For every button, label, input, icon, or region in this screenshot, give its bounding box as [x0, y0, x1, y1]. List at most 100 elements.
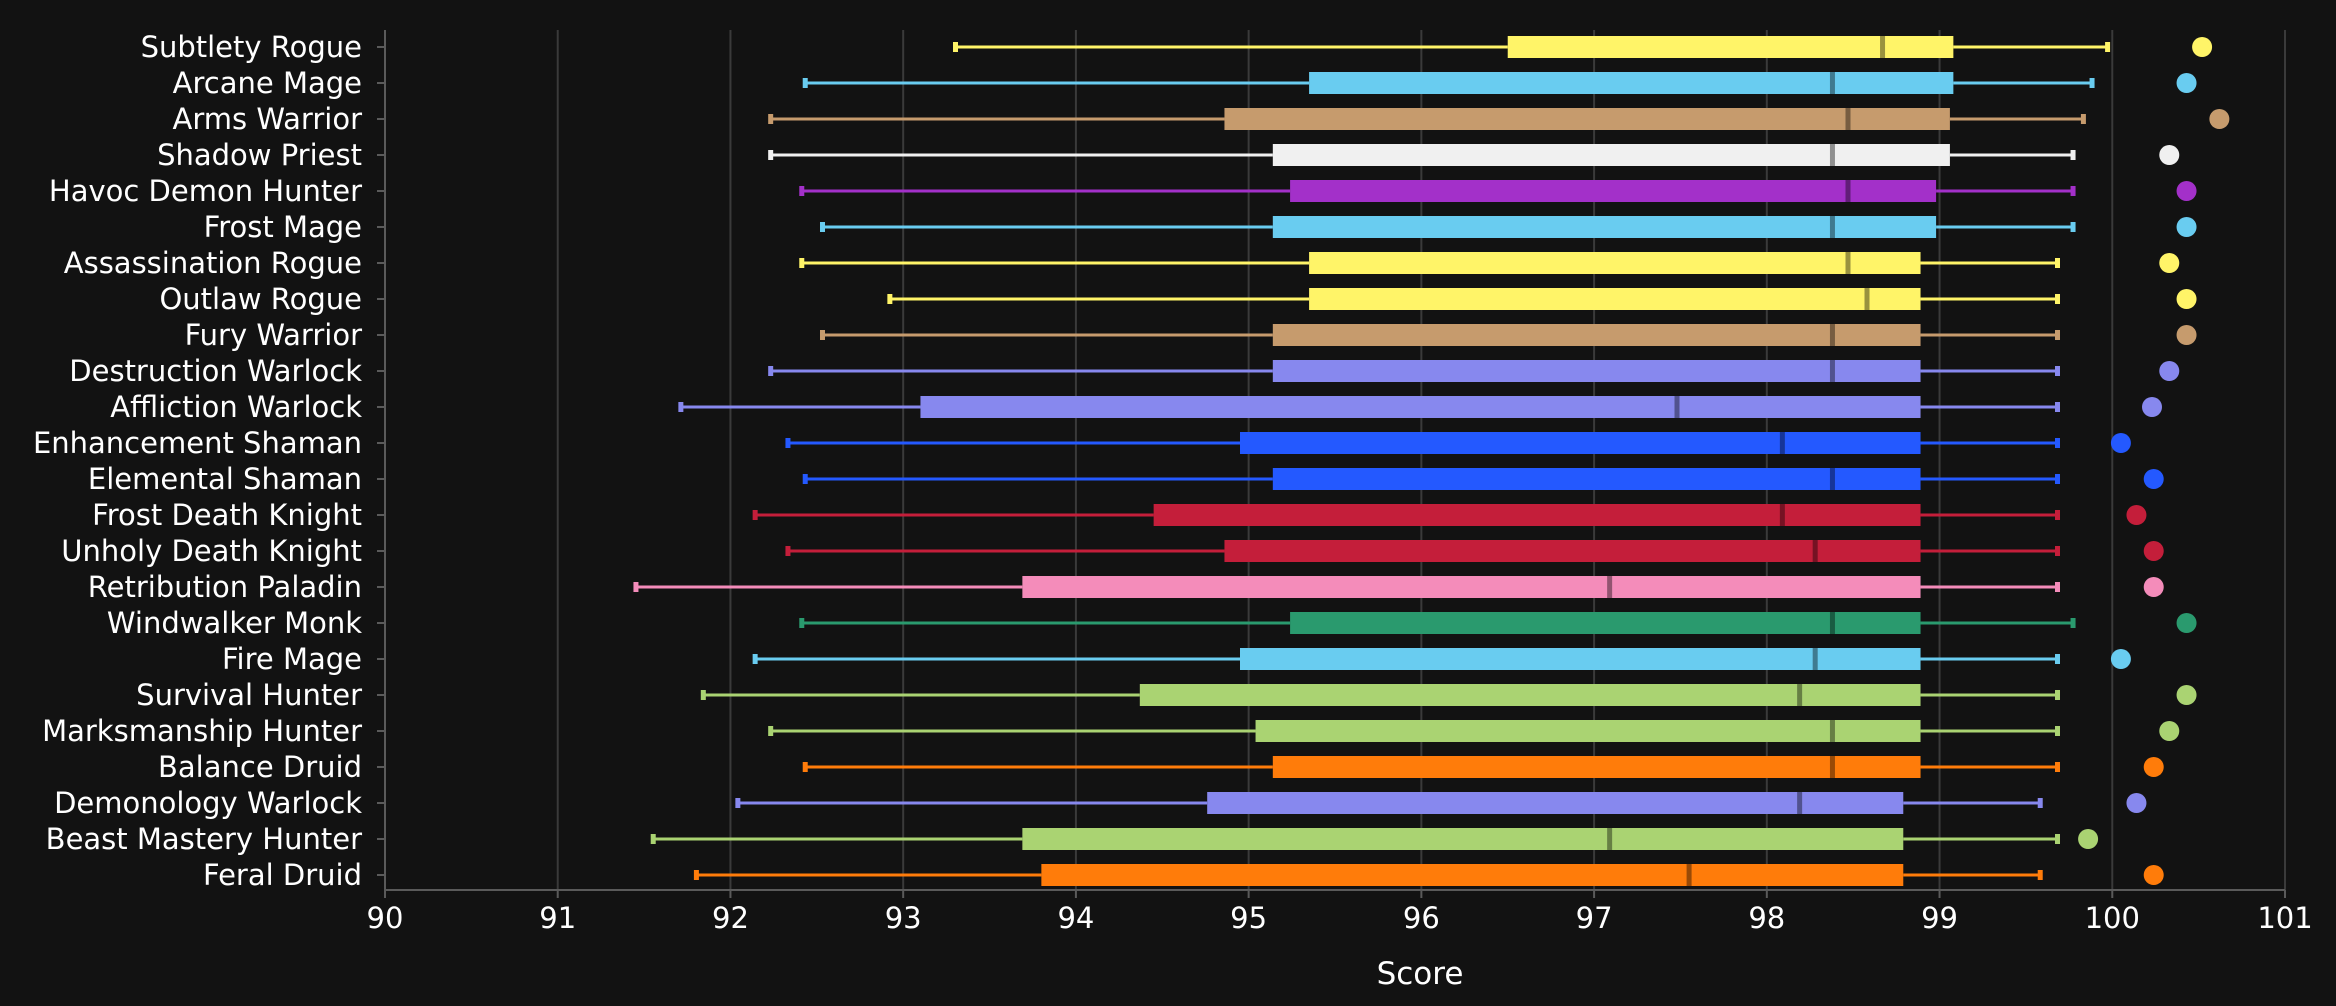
whisker-cap-high [2055, 762, 2060, 772]
box [1207, 792, 1904, 814]
median-line [1845, 252, 1851, 274]
max-score-dot [2209, 109, 2230, 129]
whisker-cap-high [2055, 510, 2060, 520]
box-row [700, 684, 2197, 706]
box [1309, 72, 1954, 94]
box [1272, 468, 1921, 490]
whisker-cap-high [2055, 258, 2060, 268]
max-score-dot [2126, 793, 2147, 813]
whisker-cap-high [2055, 366, 2060, 376]
median-line [1829, 720, 1835, 742]
box [1041, 864, 1904, 886]
whisker-cap-low [752, 654, 758, 664]
category-label: Outlaw Rogue [159, 282, 362, 316]
category-label: Arms Warrior [173, 102, 363, 136]
box [1290, 612, 1921, 634]
x-tick-label: 97 [1576, 901, 1613, 935]
max-score-dot [2142, 397, 2162, 417]
x-tick-label: 95 [1230, 901, 1267, 935]
median-line [1686, 864, 1692, 886]
box-row [785, 432, 2131, 454]
box-row [768, 720, 2180, 742]
box-row [953, 36, 2213, 58]
whisker-cap-low [735, 798, 741, 808]
box-row [802, 468, 2164, 490]
box-row [768, 360, 2180, 382]
median-line [1812, 648, 1818, 670]
whisker-cap-low [799, 258, 805, 268]
whisker-cap-high [2055, 654, 2060, 664]
whisker-cap-low [820, 222, 825, 232]
whisker-cap-low [799, 618, 805, 628]
whisker-cap-low [785, 546, 791, 556]
median-line [1864, 288, 1870, 310]
box-row [633, 576, 2164, 598]
category-label: Frost Mage [204, 210, 362, 244]
median-line [1880, 36, 1886, 58]
box [1272, 756, 1921, 778]
median-line [1779, 504, 1785, 526]
x-tick-label: 98 [1748, 901, 1785, 935]
box [1153, 504, 1921, 526]
whisker-cap-low [887, 294, 893, 304]
x-tick-label: 90 [367, 901, 404, 935]
whisker-cap-high [2037, 798, 2043, 808]
median-line [1829, 324, 1835, 346]
whisker-cap-high [2055, 294, 2060, 304]
whisker-cap-high [2070, 618, 2076, 628]
whisker-cap-low [799, 186, 805, 196]
category-label: Retribution Paladin [88, 570, 362, 604]
category-label: Assassination Rogue [64, 246, 362, 280]
box-row [799, 180, 2197, 202]
x-axis-title: Score [1377, 956, 1464, 992]
max-score-dot [2159, 145, 2180, 165]
whisker-cap-high [2080, 114, 2086, 124]
category-label: Elemental Shaman [88, 462, 362, 496]
axes: 90 91 92 93 94 95 96 97 98 99 100 101 [367, 30, 2313, 935]
whisker-cap-high [2055, 402, 2060, 412]
box-row [678, 396, 2162, 418]
box [1290, 180, 1937, 202]
median-line [1829, 360, 1835, 382]
whisker-cap-low [700, 690, 706, 700]
box-row [693, 864, 2164, 886]
category-label: Destruction Warlock [69, 354, 362, 388]
box-row [820, 324, 2197, 346]
max-score-dot [2143, 865, 2164, 885]
box [1272, 144, 1950, 166]
max-score-dot [2110, 649, 2131, 669]
category-label: Windwalker Monk [107, 606, 362, 640]
median-line [1845, 108, 1851, 130]
category-label: Unholy Death Knight [61, 534, 362, 568]
median-line [1797, 684, 1803, 706]
box [1022, 828, 1904, 850]
category-label: Marksmanship Hunter [42, 714, 362, 748]
x-tick-label: 94 [1057, 901, 1094, 935]
box [1272, 360, 1921, 382]
whisker-cap-low [693, 870, 699, 880]
whisker-cap-high [2055, 690, 2060, 700]
whisker-cap-high [2055, 582, 2060, 592]
whisker-cap-low [802, 762, 808, 772]
max-score-dot [2143, 541, 2164, 561]
max-score-dot [2192, 37, 2213, 57]
whisker-cap-high [2037, 870, 2043, 880]
box-row [768, 108, 2230, 130]
max-score-dot [2143, 469, 2164, 489]
plot-area [633, 36, 2230, 886]
x-tick-label: 96 [1403, 901, 1440, 935]
box-row [887, 288, 2197, 310]
box [1309, 252, 1921, 274]
box [1507, 36, 1954, 58]
box [1224, 540, 1921, 562]
whisker-cap-low [785, 438, 791, 448]
median-line [1845, 180, 1851, 202]
box [1022, 576, 1921, 598]
whisker-cap-low [768, 726, 774, 736]
category-label: Survival Hunter [136, 678, 362, 712]
whisker-cap-low [678, 402, 684, 412]
box-row [785, 540, 2164, 562]
max-score-dot [2143, 757, 2164, 777]
